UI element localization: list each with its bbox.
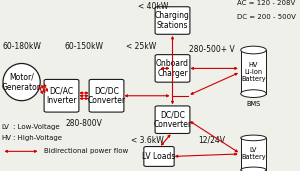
Text: : Low-Voltage: : Low-Voltage (13, 124, 59, 130)
Text: 280-500+ V: 280-500+ V (189, 45, 234, 54)
Text: HV: HV (2, 135, 11, 141)
Text: LV: LV (2, 124, 9, 130)
Text: Motor/
Generator: Motor/ Generator (2, 72, 41, 92)
Ellipse shape (3, 63, 40, 101)
Text: HV
Li-Ion
Battery: HV Li-Ion Battery (241, 62, 266, 82)
Text: DC = 200 - 500V: DC = 200 - 500V (237, 14, 296, 20)
FancyBboxPatch shape (44, 79, 79, 112)
Text: DC/DC
Converter: DC/DC Converter (87, 86, 126, 106)
Text: LV
Battery: LV Battery (241, 147, 266, 160)
Bar (241, 138, 266, 170)
Text: DC/AC
Inverter: DC/AC Inverter (46, 86, 77, 106)
FancyBboxPatch shape (155, 55, 190, 82)
Text: 12/24V: 12/24V (198, 136, 225, 145)
Text: 60-180kW: 60-180kW (2, 42, 41, 51)
FancyBboxPatch shape (89, 79, 124, 112)
Ellipse shape (241, 46, 266, 54)
Text: LV Loads: LV Loads (142, 152, 176, 161)
Text: BMS: BMS (246, 101, 261, 107)
Text: Bidirectional power flow: Bidirectional power flow (44, 148, 128, 154)
FancyBboxPatch shape (144, 147, 174, 166)
Ellipse shape (241, 135, 266, 141)
Text: 60-150kW: 60-150kW (64, 42, 104, 51)
Bar (241, 50, 266, 94)
Text: Onboard
Charger: Onboard Charger (156, 59, 189, 78)
Text: DC/DC
Converter: DC/DC Converter (153, 110, 192, 129)
Text: < 25kW: < 25kW (126, 42, 156, 51)
Ellipse shape (241, 167, 266, 171)
Text: < 3.6kW: < 3.6kW (130, 136, 164, 145)
Text: AC = 120 - 208V: AC = 120 - 208V (237, 0, 295, 6)
Text: : High-Voltage: : High-Voltage (13, 135, 61, 141)
FancyBboxPatch shape (155, 106, 190, 134)
Ellipse shape (241, 90, 266, 97)
Text: < 40kW: < 40kW (138, 2, 168, 11)
Text: 280-800V: 280-800V (66, 119, 102, 128)
Text: Charging
Stations: Charging Stations (155, 11, 190, 30)
FancyBboxPatch shape (155, 7, 190, 34)
